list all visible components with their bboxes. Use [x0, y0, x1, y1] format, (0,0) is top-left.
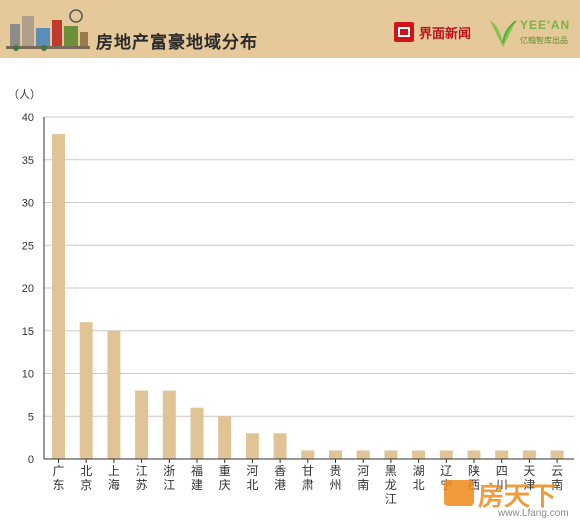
y-tick-label: 0 [28, 454, 34, 466]
fang-watermark-url: www.Lfang.com [498, 508, 569, 519]
x-tick-label: 河南 [357, 464, 369, 492]
y-tick-label: 5 [28, 411, 34, 423]
bar-chart: （人） 0 5 10 15 20 25 30 35 40 广东北京上海江苏浙江福建重庆河北香港甘肃贵… [8, 88, 574, 506]
bar [218, 416, 232, 459]
bar [107, 330, 121, 459]
bar [522, 450, 536, 459]
x-tick-label: 香港 [274, 464, 286, 492]
bar [135, 390, 149, 459]
x-tick-label: 四川 [496, 464, 508, 492]
bar [412, 450, 426, 459]
bar [439, 450, 453, 459]
x-tick-label: 甘肃 [302, 464, 314, 492]
bar [245, 433, 259, 459]
bar [550, 450, 564, 459]
x-tick-label: 湖北 [413, 463, 425, 492]
x-tick-label: 重庆 [219, 464, 231, 492]
bar [329, 450, 342, 459]
x-tick-label: 天津 [523, 464, 535, 492]
jiemian-brand-text: 界面新闻 [419, 27, 472, 42]
y-tick-label: 40 [22, 112, 34, 124]
bar [190, 407, 204, 459]
yeean-leaf-icon [490, 20, 517, 47]
x-tick-label: 浙江 [163, 464, 175, 492]
x-tick-label: 云南 [551, 464, 563, 492]
y-axis-unit-label: （人） [8, 88, 41, 101]
x-tick-label: 贵州 [329, 464, 341, 492]
y-tick-label: 20 [22, 283, 34, 295]
yeean-brand-text: YEE'AN [520, 18, 571, 32]
fang-watermark-text: 房天下 [478, 482, 557, 512]
bar [273, 433, 287, 459]
jiemian-logo-icon [394, 22, 414, 42]
bar [384, 450, 398, 459]
bar [301, 450, 315, 459]
yeean-brand-subtitle: 亿翰智库出品 [520, 36, 568, 45]
bar [52, 134, 65, 459]
fang-logo-icon [444, 480, 474, 506]
x-tick-label: 江苏 [136, 464, 148, 492]
y-tick-label: 10 [22, 369, 34, 381]
bar [467, 450, 481, 459]
x-tick-label: 福建 [191, 463, 203, 492]
city-skyline-icon [6, 9, 90, 51]
x-tick-label: 黑龙江 [385, 464, 397, 506]
x-tick-label: 河北 [246, 464, 258, 492]
bar [356, 450, 370, 459]
y-tick-label: 15 [22, 326, 34, 338]
x-tick-label: 北京 [80, 464, 92, 492]
bar [79, 322, 93, 459]
header-banner: 房地产富豪地域分布 界面新闻 YEE'AN 亿翰智库出品 [0, 0, 580, 58]
x-tick-label: 上海 [108, 464, 120, 492]
bar [495, 450, 509, 459]
x-tick-label: 广东 [52, 464, 64, 492]
yeean-logo: YEE'AN 亿翰智库出品 [488, 17, 576, 51]
bar [162, 390, 176, 459]
page-title: 房地产富豪地域分布 [96, 33, 258, 53]
fang-watermark: 房天下 www.Lfang.com [444, 476, 576, 526]
y-tick-label: 25 [22, 240, 34, 252]
y-tick-label: 30 [22, 198, 34, 210]
y-tick-label: 35 [22, 155, 34, 167]
